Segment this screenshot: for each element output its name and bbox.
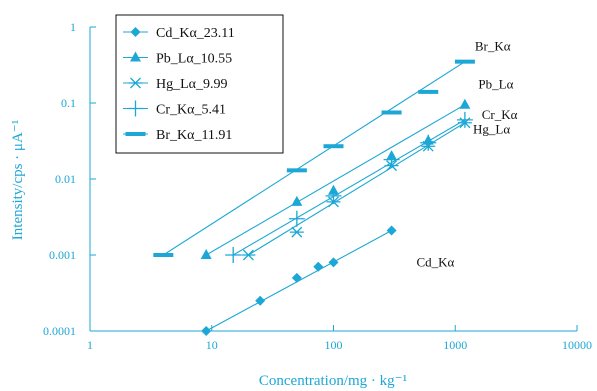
- y-tick-label: 1: [70, 20, 76, 34]
- axes: 1 10 100 1000 10000 0.0001 0.001 0.01 0.1 1: [43, 20, 592, 352]
- x-tick-label: 1: [87, 338, 93, 352]
- legend-label: Br_Kα_11.91: [156, 128, 232, 143]
- legend-marker: [130, 27, 141, 37]
- data-point: [286, 168, 307, 173]
- y-tick-label: 0.1: [61, 96, 76, 110]
- y-axis-label: Intensity/cps · μA⁻¹: [10, 120, 26, 240]
- y-tick-label: 0.01: [55, 172, 76, 186]
- data-point: [456, 111, 473, 128]
- data-point: [288, 210, 305, 227]
- x-tick-label: 100: [325, 338, 343, 352]
- x-tick-label: 1000: [443, 338, 467, 352]
- legend-marker: [127, 100, 144, 117]
- series-annotation: Cr_Kα: [482, 107, 518, 122]
- legend-box: [115, 14, 284, 154]
- series-annotation: Br_Kα: [475, 39, 511, 54]
- legend-marker: [128, 77, 143, 89]
- legend-marker: [125, 132, 146, 136]
- legend-marker: [130, 51, 141, 62]
- legend-label: Cr_Kα_5.41: [156, 103, 226, 118]
- data-point: [328, 257, 339, 268]
- data-point: [386, 225, 397, 236]
- legend-label: Hg_Lα_9.99: [156, 77, 228, 92]
- series-annotation: Pb_Lα: [478, 77, 513, 92]
- data-point: [381, 110, 402, 115]
- y-tick-label: 0.0001: [43, 324, 76, 338]
- data-point: [459, 98, 471, 109]
- data-point: [153, 253, 174, 257]
- data-point: [289, 226, 304, 238]
- series-annotation: Hg_Lα: [473, 121, 510, 136]
- data-point: [420, 134, 437, 151]
- data-point: [291, 195, 303, 206]
- x-tick-label: 10000: [562, 338, 592, 352]
- data-point: [313, 261, 324, 272]
- data-point: [291, 272, 302, 283]
- data-point: [383, 151, 400, 168]
- data-point: [255, 295, 266, 306]
- data-point: [454, 59, 475, 64]
- fit-line: [205, 104, 466, 256]
- legend: Cd_Kα_23.11 Pb_Lα_10.55 Hg_Lα_9.99 Cr_Kα_5.…: [115, 14, 284, 154]
- x-axis-label: Concentration/mg · kg⁻¹: [259, 373, 407, 389]
- data-point: [323, 144, 344, 149]
- y-tick-label: 0.001: [49, 248, 76, 262]
- data-point: [241, 249, 256, 261]
- x-tick-label: 10: [206, 338, 218, 352]
- data-point: [325, 187, 342, 204]
- legend-label: Cd_Kα_23.11: [156, 26, 235, 41]
- data-point: [225, 247, 242, 263]
- series-annotation: Cd_Kα: [416, 254, 454, 269]
- data-point: [418, 89, 439, 94]
- fit-line: [163, 61, 466, 256]
- data-point: [201, 326, 212, 336]
- data-point: [200, 249, 212, 259]
- legend-label: Pb_Lα_10.55: [156, 52, 232, 67]
- data-marks: [153, 59, 475, 336]
